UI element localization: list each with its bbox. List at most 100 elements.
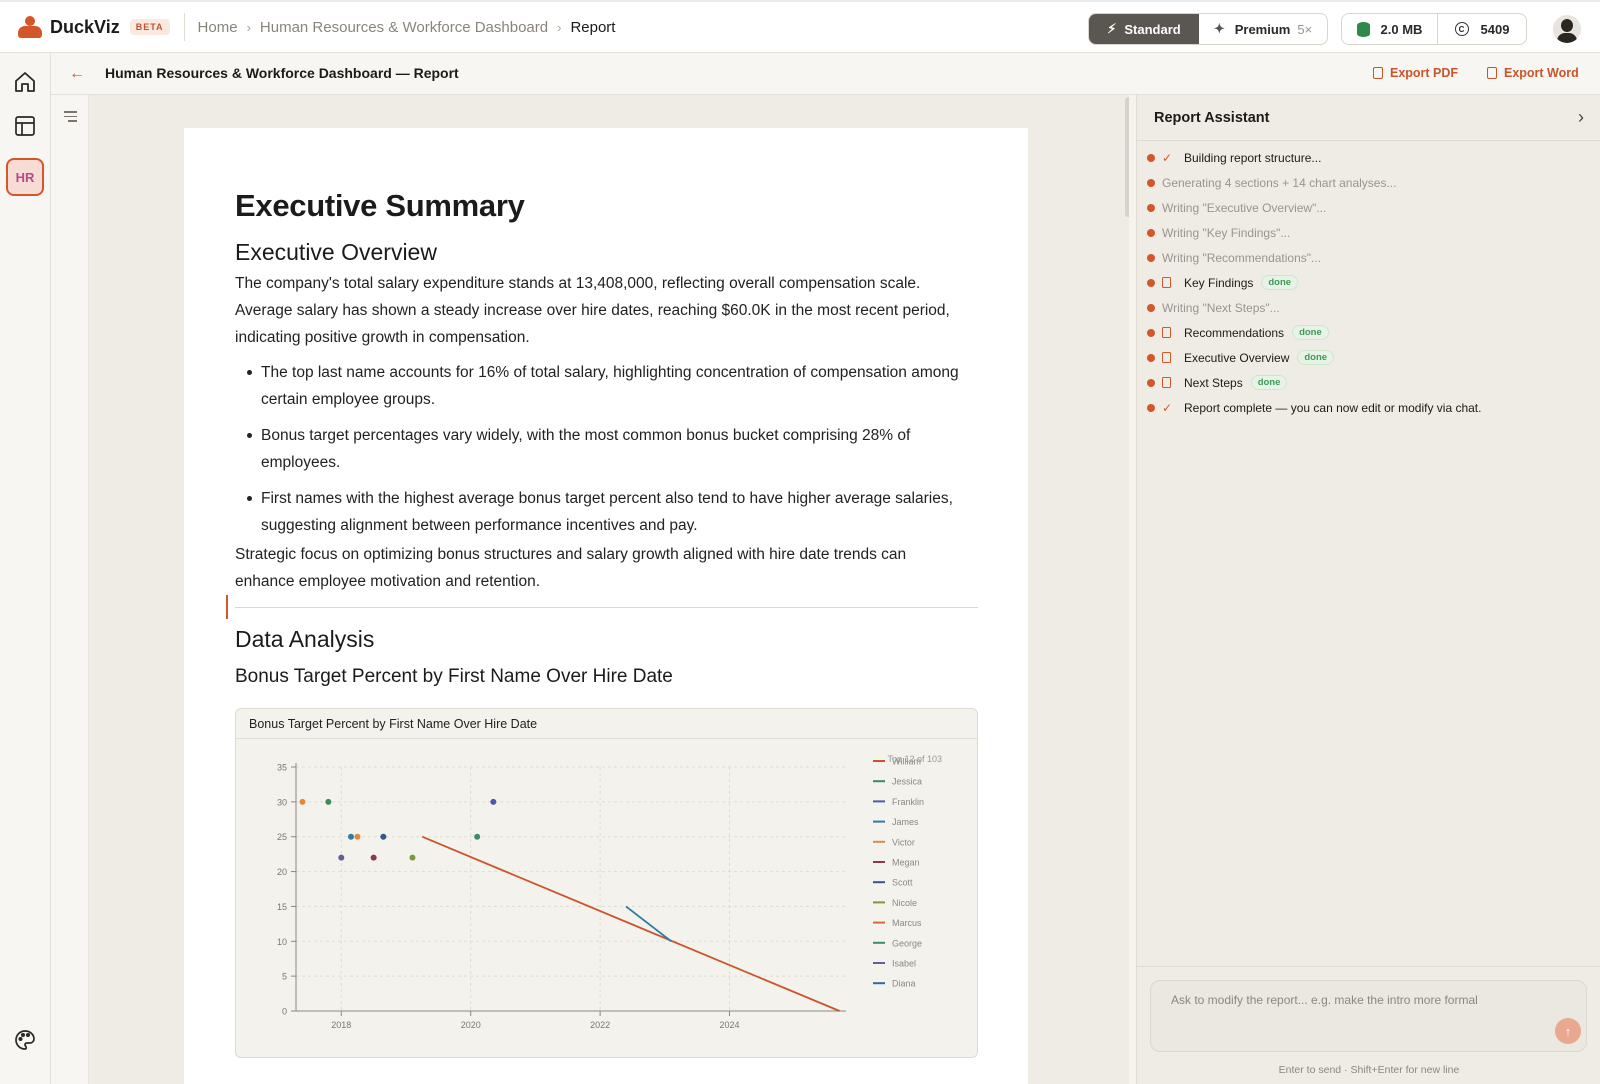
list-item[interactable]: The top last name accounts for 16% of to… [235,359,965,413]
assistant-title: Report Assistant [1154,109,1270,126]
legend-label: James [892,817,919,827]
bonus-chart[interactable]: 0 5 10 15 20 25 30 35 2018 2020 2022 2024 William Jes… [236,739,979,1059]
export-word-button[interactable]: Export Word [1487,66,1579,80]
legend-label: Megan [892,858,920,868]
premium-label: Premium [1234,21,1291,37]
database-icon [1356,21,1370,37]
doc-title[interactable]: Executive Summary [235,188,525,223]
left-rail: HR [0,53,51,1084]
chart-heading[interactable]: Bonus Target Percent by First Name Over … [235,666,673,687]
y-tick-label: 30 [277,797,287,807]
series-line [625,905,672,942]
status-dot [1147,279,1155,287]
sparkles-icon: ✦ [1213,21,1225,36]
send-button[interactable]: ↑ [1555,1018,1581,1044]
progress-step: Generating 4 sections + 14 chart analyse… [1137,170,1600,195]
legend-label: Jessica [892,777,922,787]
step-text: Generating 4 sections + 14 chart analyse… [1162,175,1397,190]
premium-mode-button[interactable]: ✦ Premium 5× [1199,14,1327,44]
list-item[interactable]: First names with the highest average bon… [235,485,965,539]
chart-note: Top 12 of 103 [887,754,942,764]
progress-step: Executive Overview done [1137,345,1600,370]
step-text: Key Findings [1184,275,1254,290]
data-point [370,854,377,861]
divider [183,13,185,41]
y-tick-label: 35 [277,763,287,773]
legend-label: Isabel [892,959,916,969]
theme-button[interactable] [6,1021,44,1059]
breadcrumb-dashboard[interactable]: Human Resources & Workforce Dashboard [259,18,549,36]
section-divider [235,607,978,608]
status-dot [1147,379,1155,387]
tables-button[interactable] [6,107,44,145]
user-avatar[interactable] [1553,15,1581,43]
chat-input[interactable] [1171,993,1531,1007]
home-button[interactable] [6,63,44,101]
status-dot [1147,154,1155,162]
legend-label: Franklin [892,797,924,807]
legend-label: William [892,757,921,767]
progress-step: Writing "Key Findings"... [1137,220,1600,245]
credits-stat[interactable]: C 5409 [1438,14,1526,44]
document-icon [1162,327,1175,338]
table-of-contents-icon[interactable] [64,111,77,125]
data-point [380,833,387,840]
top-bar: DuckViz BETA Home › Human Resources & Wo… [0,0,1600,53]
data-point [409,854,416,861]
report-page: Executive Summary Executive Overview The… [184,128,1028,1084]
done-badge: done [1292,325,1329,340]
document-icon [1162,377,1175,388]
x-tick-label: 2020 [461,1020,481,1030]
report-assistant-panel: Report Assistant › ✓ Building report stru… [1136,95,1600,1084]
chevron-right-icon[interactable]: › [1578,107,1584,127]
analysis-heading[interactable]: Data Analysis [235,626,375,652]
findings-list: The top last name accounts for 16% of to… [235,359,965,548]
export-word-label: Export Word [1504,66,1579,80]
palette-icon [15,1030,35,1050]
document-scrollbar[interactable] [1125,97,1129,217]
progress-steps: ✓ Building report structure... Generating … [1137,145,1600,420]
chat-divider [1137,966,1600,967]
overview-heading[interactable]: Executive Overview [235,239,437,265]
report-title: Human Resources & Workforce Dashboard — … [105,65,459,81]
coin-icon: C [1454,22,1469,36]
y-tick-label: 10 [277,937,287,947]
data-point [338,854,345,861]
chart-card-title: Bonus Target Percent by First Name Over … [236,709,977,739]
hr-workspace-button[interactable]: HR [6,158,44,196]
check-icon: ✓ [1162,150,1173,165]
credits-value: 5409 [1480,21,1510,37]
legend-label: Victor [892,837,915,847]
list-item[interactable]: Bonus target percentages vary widely, wi… [235,422,965,476]
status-dot [1147,329,1155,337]
standard-mode-button[interactable]: ⚡︎ Standard [1089,14,1199,44]
closing-paragraph[interactable]: Strategic focus on optimizing bonus stru… [235,546,907,590]
overview-paragraph[interactable]: The company's total salary expenditure s… [235,275,950,346]
step-text: Writing "Next Steps"... [1162,300,1280,315]
chevron-right-icon: › [246,19,251,35]
breadcrumb-current: Report [570,18,616,36]
x-tick-label: 2024 [720,1020,740,1030]
y-tick-label: 25 [277,832,287,842]
chevron-right-icon: › [557,19,562,35]
assistant-header: Report Assistant › [1137,95,1600,141]
y-tick-label: 15 [277,902,287,912]
step-text: Next Steps [1184,375,1243,390]
back-arrow-icon[interactable]: ← [69,65,85,82]
y-tick-label: 5 [282,972,287,982]
progress-step: ✓ Building report structure... [1137,145,1600,170]
y-tick-label: 0 [282,1007,287,1017]
storage-stat[interactable]: 2.0 MB [1342,14,1438,44]
progress-step: Writing "Next Steps"... [1137,295,1600,320]
legend-label: Marcus [892,918,922,928]
data-point [348,833,354,840]
done-badge: done [1261,275,1299,290]
x-tick-label: 2022 [590,1020,610,1030]
export-pdf-button[interactable]: Export PDF [1373,66,1458,80]
file-pdf-icon [1373,67,1383,79]
breadcrumb-home[interactable]: Home [197,18,238,36]
app-logo[interactable]: DuckViz BETA [16,14,170,40]
step-text: Writing "Executive Overview"... [1162,200,1327,215]
data-point [325,798,332,805]
step-text: Report complete — you can now edit or mo… [1184,400,1482,415]
